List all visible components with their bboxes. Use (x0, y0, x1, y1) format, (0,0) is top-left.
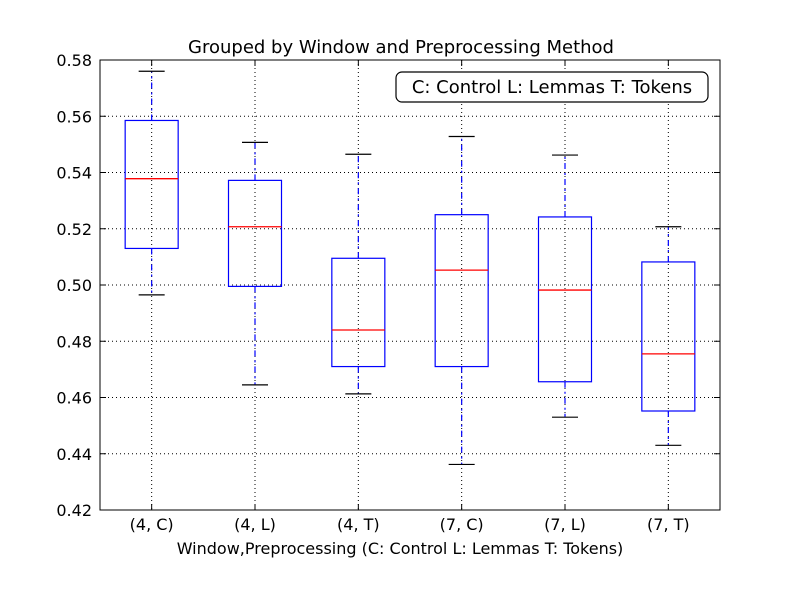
y-tick-label: 0.58 (56, 51, 92, 70)
iqr-box (331, 257, 386, 368)
box-group (537, 154, 593, 418)
x-tick-label: (7, C) (440, 515, 484, 534)
box-group (641, 226, 696, 446)
box-group (331, 153, 386, 395)
box-group (227, 141, 283, 386)
legend-box: C: Control L: Lemmas T: Tokens (395, 71, 709, 103)
iqr-box (537, 216, 593, 383)
iqr-box (124, 119, 179, 250)
x-tick-label: (4, C) (130, 515, 174, 534)
x-axis-label: Window,Preprocessing (C: Control L: Lemm… (177, 539, 624, 558)
y-tick-label: 0.52 (56, 220, 92, 239)
legend-frame (395, 71, 709, 103)
y-tick-label: 0.46 (56, 389, 92, 408)
box-group (434, 135, 489, 466)
x-tick-label: (4, T) (337, 515, 380, 534)
iqr-box (434, 214, 489, 368)
boxes-layer (124, 70, 696, 466)
x-tick-label: (7, L) (544, 515, 586, 534)
iqr-box (641, 261, 696, 412)
x-tick-label: (7, T) (647, 515, 690, 534)
y-tick-label: 0.54 (56, 164, 92, 183)
legend-text: C: Control L: Lemmas T: Tokens (412, 77, 692, 98)
y-tick-label: 0.48 (56, 332, 92, 351)
iqr-box (227, 179, 283, 288)
y-tick-label: 0.44 (56, 445, 92, 464)
y-tick-label: 0.56 (56, 107, 92, 126)
x-tick-label: (4, L) (234, 515, 276, 534)
ticks-layer: 0.42 0.44 0.46 0.48 0.50 0.52 0.54 0.56 0.58 (4, … (56, 51, 720, 534)
y-tick-label: 0.42 (56, 501, 92, 520)
y-tick-label: 0.50 (56, 276, 92, 295)
box-group (124, 70, 179, 296)
chart-title: Grouped by Window and Preprocessing Meth… (188, 37, 614, 58)
